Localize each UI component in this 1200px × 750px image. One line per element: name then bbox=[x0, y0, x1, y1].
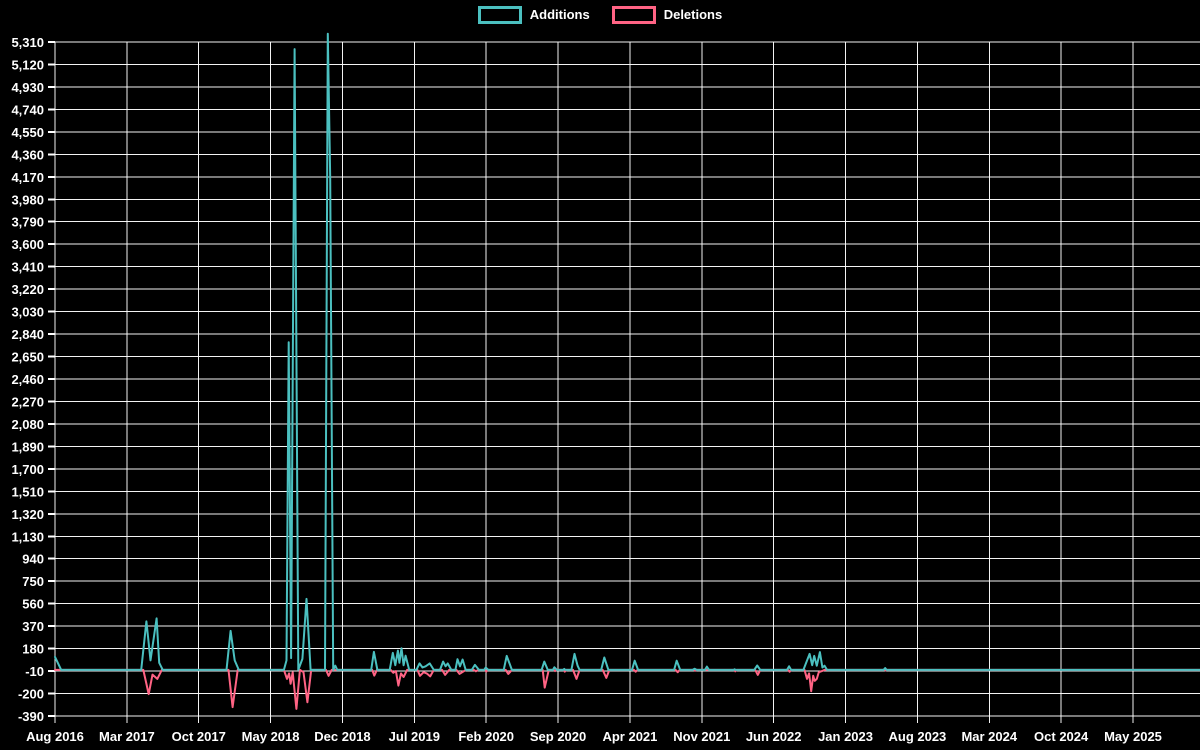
y-tick-label: 5,310 bbox=[11, 35, 44, 50]
y-tick-label: 2,460 bbox=[11, 372, 44, 387]
y-tick-label: 370 bbox=[22, 619, 44, 634]
deletions-legend-swatch bbox=[611, 6, 656, 24]
y-tick-label: -390 bbox=[18, 709, 44, 724]
additions-legend-swatch bbox=[477, 6, 522, 24]
y-tick-label: 3,790 bbox=[11, 215, 44, 230]
x-tick-label: Mar 2024 bbox=[961, 729, 1017, 744]
x-tick-label: Jun 2022 bbox=[746, 729, 802, 744]
y-tick-label: 4,170 bbox=[11, 170, 44, 185]
y-tick-label: 2,080 bbox=[11, 417, 44, 432]
x-tick-label: May 2025 bbox=[1104, 729, 1162, 744]
x-tick-label: Apr 2021 bbox=[602, 729, 657, 744]
x-tick-label: Jul 2019 bbox=[389, 729, 440, 744]
y-tick-label: 1,130 bbox=[11, 529, 44, 544]
y-tick-label: 940 bbox=[22, 552, 44, 567]
y-tick-label: 750 bbox=[22, 574, 44, 589]
x-tick-label: Mar 2017 bbox=[99, 729, 155, 744]
y-tick-label: -200 bbox=[18, 687, 44, 702]
x-tick-label: Nov 2021 bbox=[673, 729, 730, 744]
additions-series-line bbox=[54, 32, 1200, 671]
x-tick-label: Dec 2018 bbox=[314, 729, 370, 744]
y-tick-label: 2,270 bbox=[11, 394, 44, 409]
x-tick-label: Oct 2024 bbox=[1034, 729, 1089, 744]
y-tick-label: 4,740 bbox=[11, 102, 44, 117]
legend-item-deletions[interactable]: Deletions bbox=[611, 6, 723, 24]
x-tick-label: Feb 2020 bbox=[458, 729, 514, 744]
y-tick-label: 5,120 bbox=[11, 57, 44, 72]
y-tick-label: 1,510 bbox=[11, 484, 44, 499]
y-tick-label: 4,930 bbox=[11, 80, 44, 95]
y-tick-label: 1,890 bbox=[11, 439, 44, 454]
y-tick-label: 3,410 bbox=[11, 260, 44, 275]
y-tick-label: 2,650 bbox=[11, 350, 44, 365]
chart-legend: Additions Deletions bbox=[0, 6, 1200, 24]
y-tick-label: 2,840 bbox=[11, 327, 44, 342]
y-tick-label: 3,980 bbox=[11, 192, 44, 207]
x-tick-label: Aug 2023 bbox=[888, 729, 946, 744]
y-tick-label: 180 bbox=[22, 642, 44, 657]
deletions-series-line bbox=[54, 668, 1200, 710]
y-tick-label: -10 bbox=[25, 664, 44, 679]
additions-legend-label: Additions bbox=[529, 7, 590, 22]
y-tick-label: 3,030 bbox=[11, 305, 44, 320]
y-tick-label: 4,550 bbox=[11, 125, 44, 140]
x-tick-label: Aug 2016 bbox=[26, 729, 84, 744]
y-tick-label: 3,600 bbox=[11, 237, 44, 252]
y-tick-label: 1,320 bbox=[11, 507, 44, 522]
deletions-legend-label: Deletions bbox=[663, 7, 723, 22]
x-tick-label: Sep 2020 bbox=[530, 729, 586, 744]
x-tick-label: Jan 2023 bbox=[818, 729, 873, 744]
x-tick-label: Oct 2017 bbox=[172, 729, 226, 744]
y-tick-label: 3,220 bbox=[11, 282, 44, 297]
y-tick-label: 560 bbox=[22, 597, 44, 612]
x-tick-label: May 2018 bbox=[242, 729, 300, 744]
legend-item-additions[interactable]: Additions bbox=[477, 6, 590, 24]
y-tick-label: 4,360 bbox=[11, 147, 44, 162]
y-tick-label: 1,700 bbox=[11, 462, 44, 477]
